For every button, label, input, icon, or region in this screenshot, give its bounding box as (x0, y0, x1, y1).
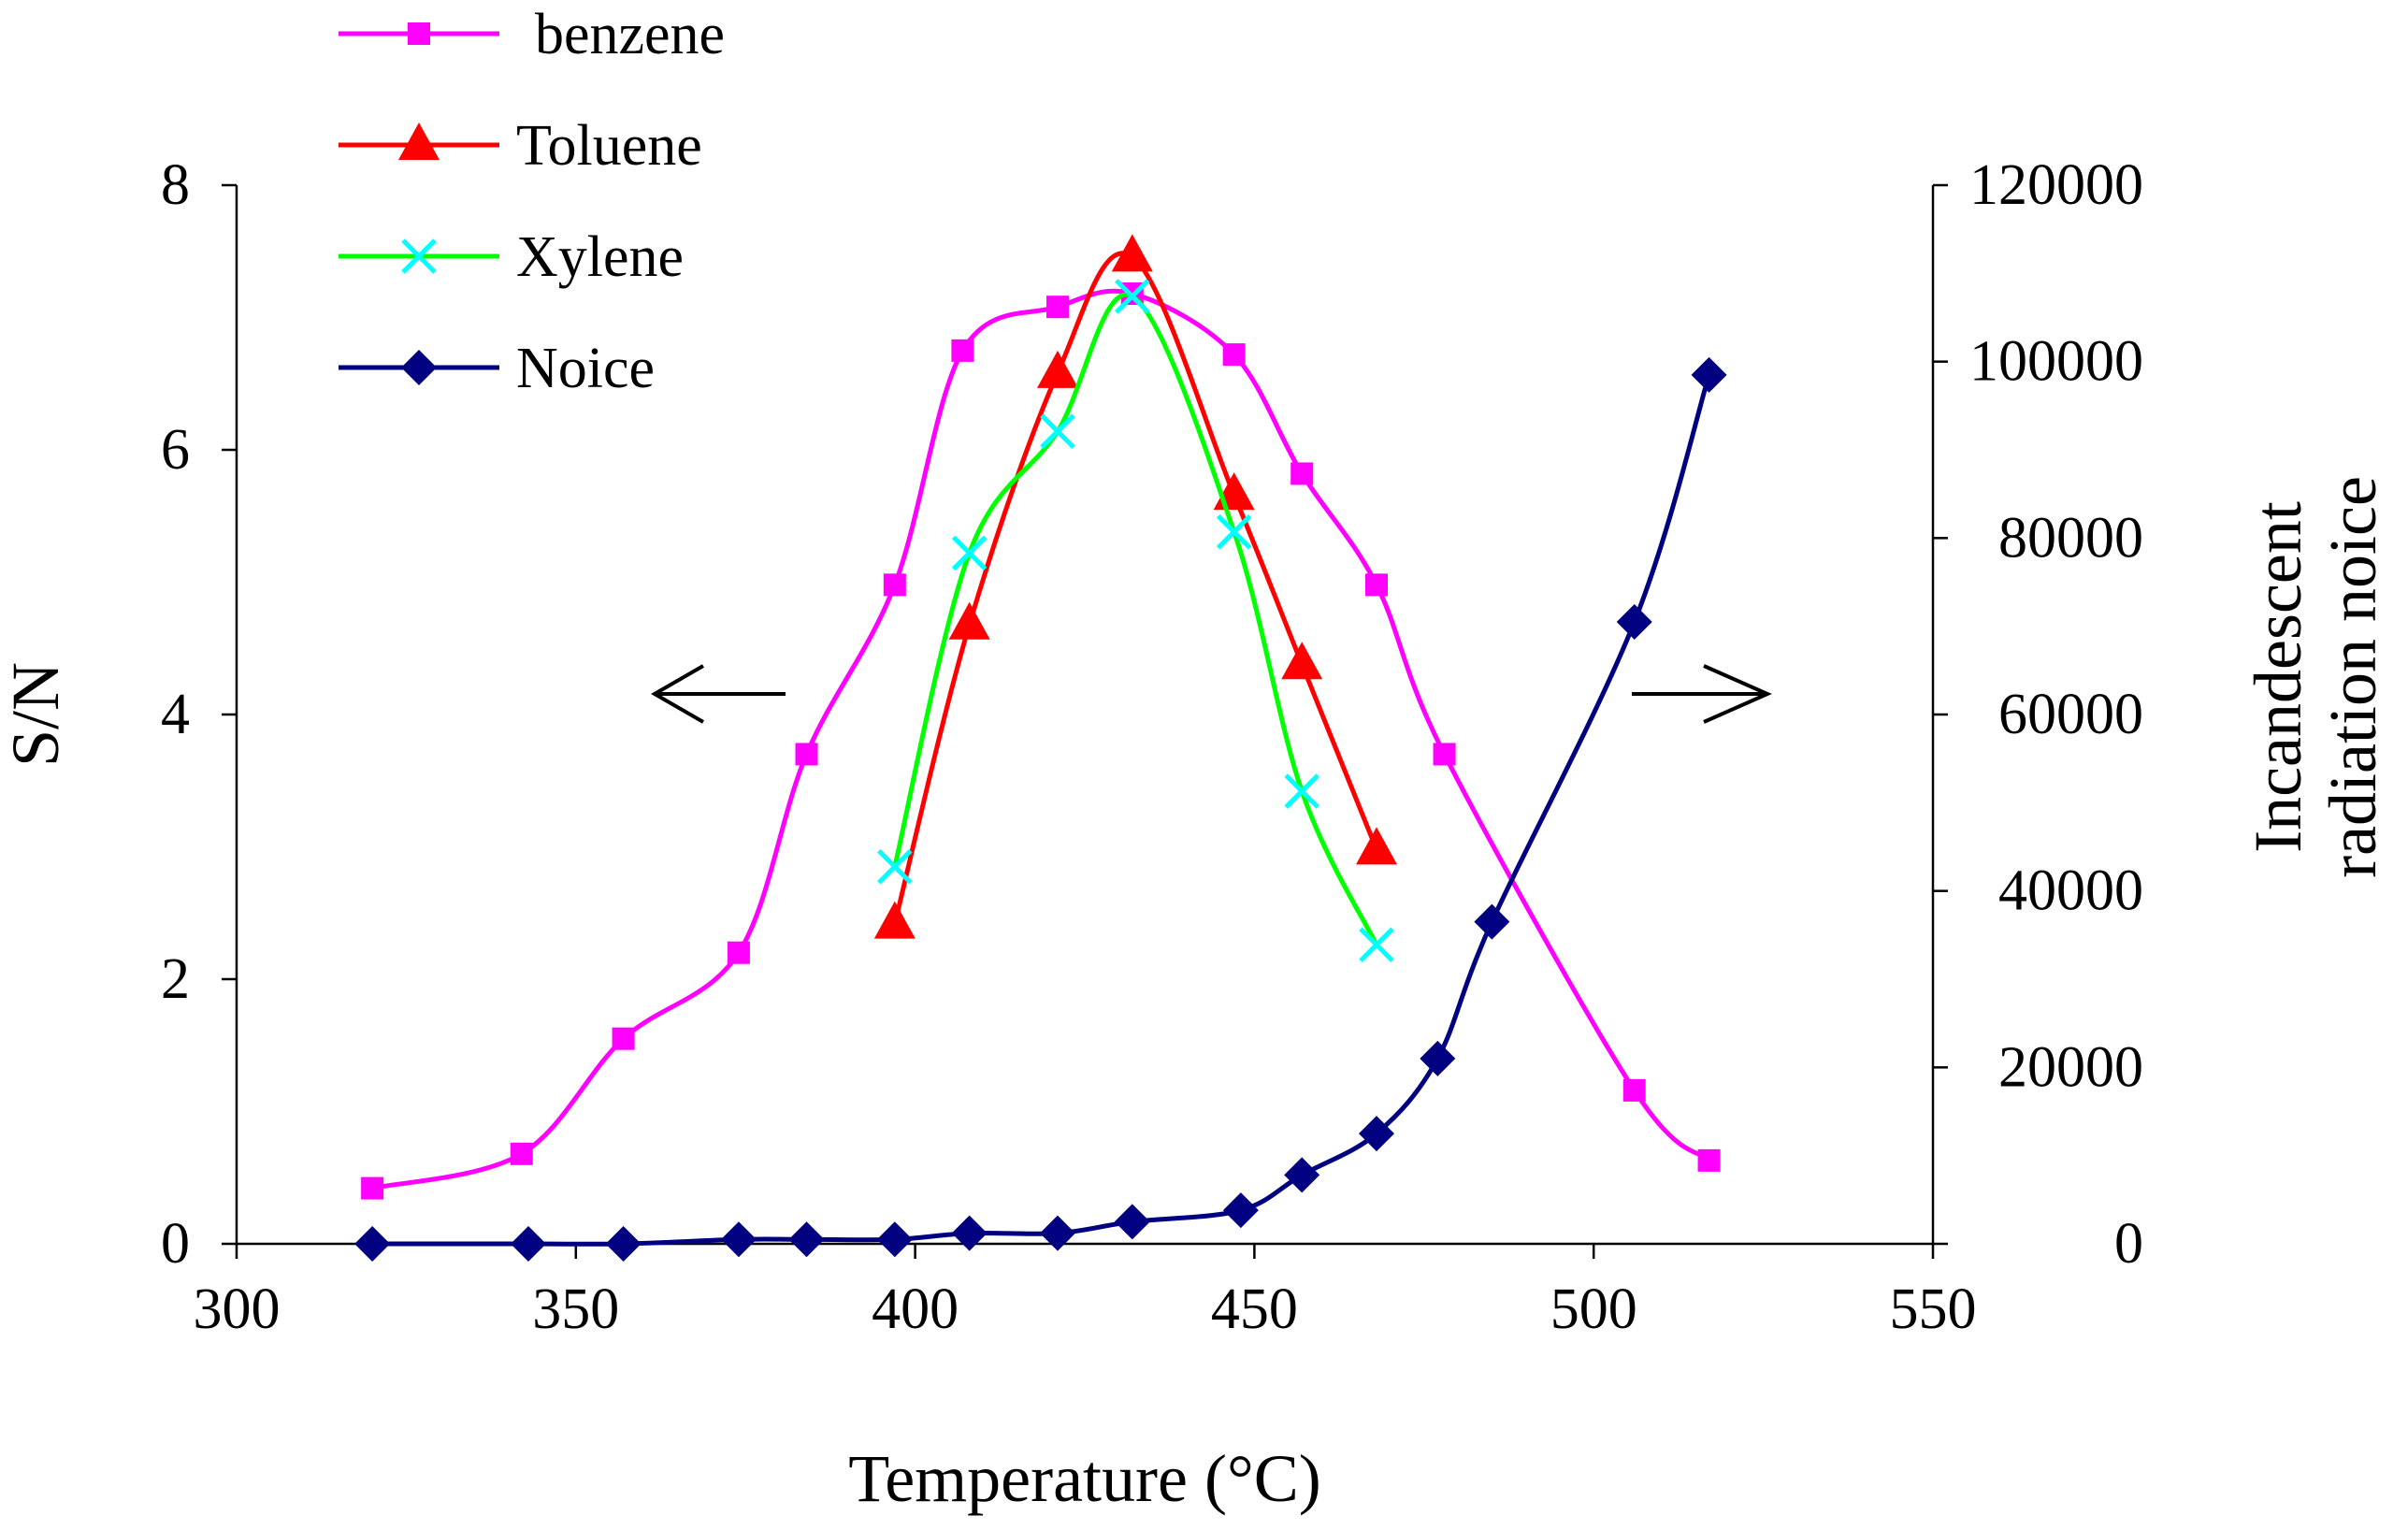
data-point-benzene (1433, 743, 1456, 766)
data-point-benzene (1291, 462, 1314, 485)
data-point-benzene (795, 743, 818, 766)
legend-marker (398, 123, 440, 160)
legend-label: benzene (535, 3, 725, 66)
data-point-noice (1359, 1116, 1395, 1152)
data-point-benzene (1222, 343, 1246, 367)
y2-tick-label: 80000 (1998, 506, 2143, 570)
data-point-noice (1616, 603, 1652, 640)
data-point-noice (951, 1215, 988, 1251)
x-tick-label: 300 (194, 1277, 281, 1341)
data-point-xylene (877, 848, 913, 885)
legend-marker (408, 22, 430, 45)
data-point-benzene (727, 941, 750, 964)
series-xylene (877, 279, 1394, 962)
data-point-xylene (1359, 927, 1394, 962)
left-arrow (650, 664, 786, 724)
y2-axis-title-line2: radiation noice (2315, 476, 2390, 878)
y-tick-label: 0 (161, 1212, 190, 1276)
data-point-benzene (951, 339, 974, 362)
data-point-benzene (361, 1176, 384, 1200)
x-axis-title: Temperature (°C) (848, 1441, 1321, 1516)
y2-tick-label: 60000 (1998, 683, 2143, 746)
data-point-xylene (951, 535, 988, 571)
legend-item-benzene: benzene (339, 3, 725, 66)
data-point-toluene (1356, 827, 1398, 865)
legend-marker (401, 350, 437, 385)
series-line-benzene (371, 288, 1711, 1191)
data-point-noice (511, 1226, 547, 1262)
series-layer (354, 234, 1727, 1262)
data-point-toluene (1281, 642, 1323, 680)
y-axis-title: S/N (0, 662, 73, 767)
data-point-benzene (883, 573, 906, 597)
x-tick-label: 400 (872, 1277, 959, 1341)
legend-label: Noice (516, 337, 655, 400)
data-point-noice (605, 1226, 642, 1262)
data-point-toluene (1111, 234, 1153, 272)
data-point-noice (720, 1221, 757, 1258)
data-point-toluene (1036, 350, 1078, 388)
x-tick-label: 350 (532, 1277, 619, 1341)
data-point-noice (788, 1221, 825, 1258)
data-point-noice (876, 1221, 913, 1258)
data-point-toluene (873, 901, 916, 939)
legend-label: Xylene (516, 225, 684, 289)
y-tick-label: 2 (161, 947, 190, 1011)
axes: 300 350 400 450 500 550 0 2 4 6 8 0 20000 40000 60000 8… (0, 153, 2390, 1516)
y2-tick-label: 0 (2114, 1212, 2143, 1276)
series-line-noice (372, 374, 1711, 1247)
data-point-noice (1691, 356, 1727, 393)
left-arrow-shape (650, 664, 786, 724)
series-toluene (873, 234, 1398, 939)
legend-marker (401, 238, 437, 274)
legend-label: Toluene (516, 114, 702, 178)
data-point-noice (1222, 1192, 1259, 1229)
y2-tick-label: 100000 (1969, 330, 2143, 394)
data-point-xylene (1216, 513, 1252, 550)
data-point-noice (1284, 1157, 1320, 1193)
data-point-toluene (948, 601, 990, 640)
y2-tick-label: 40000 (1998, 859, 2143, 923)
data-point-noice (1474, 903, 1510, 940)
x-tick-label: 550 (1890, 1277, 1977, 1341)
annotations (650, 664, 1772, 724)
x-tick-label: 450 (1211, 1277, 1298, 1341)
y-tick-label: 4 (161, 683, 190, 746)
data-point-benzene (1365, 573, 1389, 597)
y-tick-label: 8 (161, 153, 190, 217)
data-point-xylene (1115, 279, 1150, 314)
right-arrow (1632, 664, 1772, 724)
x-tick-label: 500 (1550, 1277, 1637, 1341)
legend-item-xylene: Xylene (339, 225, 684, 289)
data-point-xylene (1040, 413, 1075, 449)
y2-tick-label: 120000 (1969, 153, 2143, 217)
y2-axis-title-line1: Incandescent (2241, 501, 2315, 853)
data-point-noice (354, 1226, 391, 1262)
y-tick-label: 6 (161, 418, 190, 482)
data-point-benzene (1697, 1148, 1721, 1172)
data-point-xylene (1284, 773, 1319, 809)
legend-item-noice: Noice (339, 337, 655, 400)
data-point-noice (1420, 1040, 1456, 1076)
y2-tick-label: 20000 (1998, 1035, 2143, 1099)
series-noice (354, 356, 1727, 1262)
data-point-noice (1039, 1215, 1075, 1251)
right-arrow-shape (1632, 664, 1772, 724)
legend-item-toluene: Toluene (339, 114, 702, 178)
data-point-benzene (1622, 1078, 1646, 1102)
legend: benzene Toluene Xylene Noice (339, 3, 725, 400)
data-point-benzene (612, 1027, 635, 1050)
data-point-benzene (510, 1142, 533, 1165)
data-point-benzene (1045, 296, 1069, 319)
data-point-noice (1114, 1204, 1150, 1240)
